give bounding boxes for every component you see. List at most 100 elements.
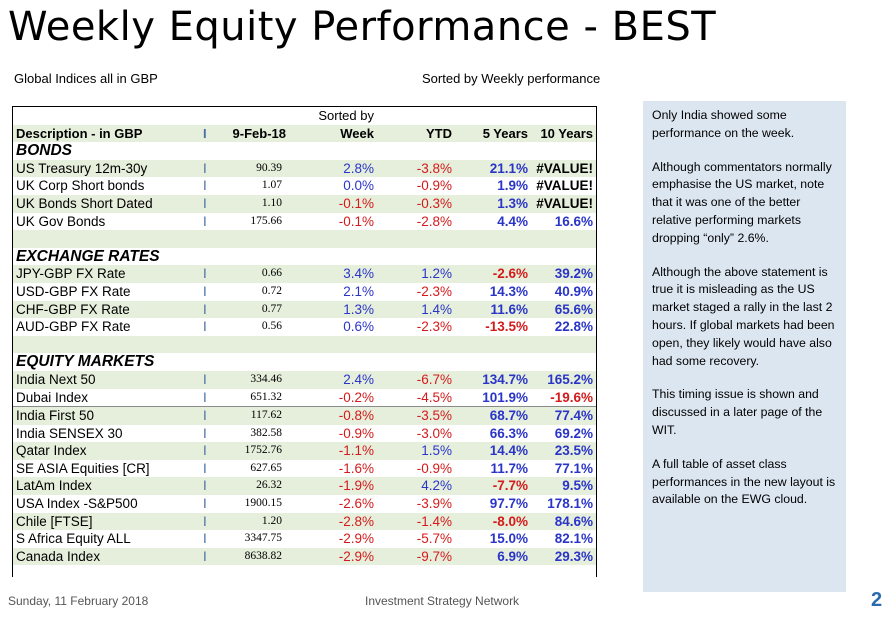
- row-price: 26.32: [256, 479, 282, 492]
- row-price: 117.62: [250, 409, 282, 422]
- row-five-year-change: 101.9%: [482, 389, 528, 405]
- section-title: BONDS: [16, 142, 72, 160]
- header-ytd: YTD: [426, 125, 452, 141]
- table-row: UK Corp Short bonds I 1.07 0.0% -0.9% 1.9% #VA…: [13, 177, 596, 195]
- row-week-change: -1.6%: [338, 460, 374, 476]
- row-description: India SENSEX 30: [16, 425, 123, 441]
- row-five-year-change: 4.4%: [497, 213, 528, 229]
- table-header-row: Description - in GBP I 9-Feb-18 Week YTD…: [13, 124, 596, 143]
- table-row: US Treasury 12m-30y I 90.39 2.8% -3.8% 21.1% #…: [13, 159, 596, 178]
- row-description: India Next 50: [16, 371, 96, 387]
- header-five-years: 5 Years: [482, 125, 528, 141]
- performance-table: Sorted by Description - in GBP I 9-Feb-1…: [12, 106, 597, 577]
- subtitle-currency-note: Global Indices all in GBP: [14, 71, 158, 86]
- row-week-change: 2.8%: [343, 160, 374, 176]
- section-header: BONDS: [13, 142, 596, 160]
- row-ten-year-change: #VALUE!: [536, 195, 593, 211]
- table-row: Qatar Index I 1752.76 -1.1% 1.5% 14.4% 23.5%: [13, 442, 596, 460]
- row-bar-marker: I: [203, 160, 207, 176]
- row-ten-year-change: 29.3%: [554, 548, 593, 564]
- section-title: EQUITY MARKETS: [16, 353, 155, 371]
- row-price: 0.56: [261, 320, 282, 333]
- row-week-change: -0.2%: [338, 389, 374, 405]
- row-bar-marker: I: [203, 283, 207, 299]
- row-ytd-change: 4.2%: [421, 478, 452, 494]
- row-price: 1900.15: [244, 497, 282, 510]
- commentary-paragraph: This timing issue is shown and discussed…: [652, 387, 823, 437]
- row-week-change: -1.1%: [338, 443, 374, 459]
- row-ten-year-change: -19.6%: [550, 389, 593, 405]
- row-description: USD-GBP FX Rate: [16, 283, 131, 299]
- row-bar-marker: I: [203, 371, 207, 387]
- row-week-change: -0.1%: [338, 213, 374, 229]
- row-five-year-change: -13.5%: [485, 319, 528, 335]
- row-ytd-change: -3.9%: [416, 496, 452, 512]
- row-week-change: -0.1%: [338, 195, 374, 211]
- row-ten-year-change: 40.9%: [554, 283, 593, 299]
- row-ten-year-change: 22.8%: [554, 319, 593, 335]
- row-bar-marker: I: [203, 531, 207, 547]
- row-description: US Treasury 12m-30y: [16, 160, 148, 176]
- row-bar-marker: I: [203, 266, 207, 282]
- row-ytd-change: -3.8%: [416, 160, 452, 176]
- row-description: UK Gov Bonds: [16, 213, 106, 229]
- row-ytd-change: -9.7%: [416, 548, 452, 564]
- row-ten-year-change: 65.6%: [554, 301, 593, 317]
- page-title: Weekly Equity Performance - BEST: [8, 4, 717, 50]
- row-week-change: 1.3%: [343, 301, 374, 317]
- row-description: S Africa Equity ALL: [16, 531, 131, 547]
- row-ten-year-change: 23.5%: [554, 443, 593, 459]
- row-price: 1.10: [261, 196, 282, 209]
- row-five-year-change: 11.7%: [490, 460, 528, 476]
- table-row: India First 50 I 117.62 -0.8% -3.5% 68.7% 77.4…: [13, 407, 596, 425]
- row-week-change: -1.9%: [338, 478, 374, 494]
- row-bar-marker: I: [203, 301, 207, 317]
- row-description: Qatar Index: [16, 443, 87, 459]
- header-ten-years: 10 Years: [540, 125, 593, 141]
- row-bar-marker: I: [203, 443, 207, 459]
- row-bar-marker: I: [203, 496, 207, 512]
- row-week-change: 3.4%: [343, 266, 374, 282]
- row-description: UK Bonds Short Dated: [16, 195, 153, 211]
- row-week-change: -0.9%: [338, 425, 374, 441]
- section-header: EXCHANGE RATES: [13, 248, 596, 266]
- row-ytd-change: -3.5%: [416, 408, 452, 424]
- row-week-change: -2.6%: [338, 496, 374, 512]
- row-ytd-change: -6.7%: [416, 371, 452, 387]
- section-header: EQUITY MARKETS: [13, 353, 596, 371]
- row-ytd-change: -4.5%: [416, 389, 452, 405]
- row-ten-year-change: #VALUE!: [536, 160, 593, 176]
- table-row: Chile [FTSE] I 1.20 -2.8% -1.4% -8.0% 84.6%: [13, 512, 596, 531]
- header-week: Week: [340, 125, 374, 141]
- spacer-row: [13, 335, 596, 354]
- row-price: 1.20: [261, 514, 282, 527]
- row-ytd-change: -0.3%: [416, 195, 452, 211]
- table-row: S Africa Equity ALL I 3347.75 -2.9% -5.7% 15.…: [13, 530, 596, 548]
- table-row: CHF-GBP FX Rate I 0.77 1.3% 1.4% 11.6% 65.6%: [13, 300, 596, 319]
- spacer-row: [13, 230, 596, 248]
- table-row: SE ASIA Equities [CR] I 627.65 -1.6% -0.9% 11…: [13, 460, 596, 478]
- row-five-year-change: 21.1%: [489, 160, 528, 176]
- row-week-change: 0.0%: [343, 178, 374, 194]
- row-description: India First 50: [16, 408, 95, 424]
- row-five-year-change: 11.6%: [490, 301, 528, 317]
- footer-organisation: Investment Strategy Network: [365, 594, 520, 608]
- table-row: Canada Index I 8638.82 -2.9% -9.7% 6.9% 29.3%: [13, 547, 596, 566]
- row-ten-year-change: 77.4%: [554, 408, 593, 424]
- row-price: 0.77: [261, 302, 282, 315]
- row-five-year-change: -7.7%: [492, 478, 528, 494]
- row-description: AUD-GBP FX Rate: [16, 319, 131, 335]
- row-ten-year-change: 84.6%: [554, 513, 593, 529]
- table-row: Dubai Index I 651.32 -0.2% -4.5% 101.9% -19.6%: [13, 389, 596, 408]
- row-ten-year-change: 69.2%: [554, 425, 593, 441]
- row-ytd-change: -2.3%: [416, 283, 452, 299]
- page-number: 2: [871, 589, 883, 611]
- row-description: CHF-GBP FX Rate: [16, 301, 130, 317]
- row-ytd-change: 1.4%: [421, 301, 452, 317]
- row-week-change: -2.9%: [338, 548, 374, 564]
- row-five-year-change: 66.3%: [489, 425, 528, 441]
- row-week-change: 2.4%: [343, 371, 374, 387]
- row-bar-marker: I: [203, 425, 207, 441]
- row-ten-year-change: 9.5%: [562, 478, 593, 494]
- commentary-paragraph: Although commentators normally emphasise…: [652, 159, 832, 245]
